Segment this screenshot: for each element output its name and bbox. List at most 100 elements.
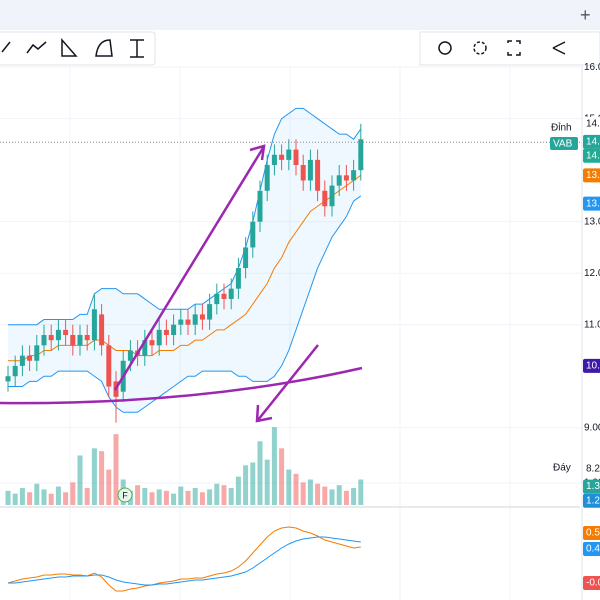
- candle-body: [315, 159, 321, 191]
- y-tick-label: 9.00: [584, 422, 600, 433]
- candle-body: [48, 335, 54, 341]
- candle-body: [19, 355, 25, 366]
- volume-bar: [34, 483, 40, 505]
- volume-bar: [199, 492, 205, 505]
- candle-body: [149, 340, 155, 346]
- volume-bar: [322, 486, 328, 505]
- volume-bar: [5, 490, 11, 505]
- volume-bar: [70, 482, 76, 505]
- path-tool[interactable]: [26, 41, 47, 54]
- candle-body: [343, 175, 349, 181]
- triangle-tool[interactable]: [61, 38, 78, 57]
- candle-body: [257, 190, 263, 222]
- volume-bar: [106, 469, 112, 505]
- candle-body: [127, 350, 133, 361]
- candle-body: [142, 340, 148, 356]
- band-fill: [8, 108, 361, 413]
- y-tick-label: 13.00: [584, 216, 600, 227]
- fullscreen-button[interactable]: [507, 40, 521, 56]
- volume-bar: [135, 485, 141, 505]
- price-badge: [583, 168, 600, 183]
- volume-bar: [77, 455, 83, 505]
- volume-bar: [48, 493, 54, 505]
- price-badge: [583, 116, 600, 131]
- price-badge: [583, 134, 600, 149]
- candle-body: [235, 268, 241, 289]
- candle-body: [243, 247, 249, 269]
- volume-bar: [279, 448, 285, 505]
- candle-body: [228, 288, 234, 299]
- candle-body: [279, 154, 285, 160]
- volume-bar: [257, 441, 263, 505]
- volume-bar: [286, 469, 292, 505]
- volume-bar: [84, 488, 90, 505]
- candle-body: [329, 185, 335, 207]
- volume-bar: [113, 434, 119, 505]
- replay-button[interactable]: [438, 41, 452, 55]
- price-badge: [583, 479, 600, 494]
- volume-bar: [91, 448, 97, 505]
- candle-body: [214, 293, 220, 305]
- volume-bar: [178, 486, 184, 505]
- volume-bar: [63, 492, 69, 505]
- candle-body: [250, 221, 256, 248]
- candle-body: [106, 345, 112, 387]
- candle-body: [5, 376, 11, 382]
- candle-body: [293, 149, 299, 166]
- candle-body: [70, 335, 76, 346]
- volume-bar: [41, 489, 47, 505]
- price-badge: [583, 576, 600, 590]
- y-tick-label: 11.00: [584, 319, 600, 330]
- volume-bar: [163, 490, 169, 505]
- price-badge: [583, 358, 600, 373]
- event-marker-label: F: [122, 490, 128, 500]
- candle-body: [99, 314, 105, 346]
- candle-body: [358, 139, 364, 171]
- price-badge: [583, 461, 600, 476]
- price-badge-label: 14.90: [586, 118, 600, 129]
- settings-button[interactable]: [473, 41, 487, 55]
- candle-body: [27, 355, 33, 361]
- text-tool[interactable]: [130, 39, 144, 58]
- price-badge: [583, 526, 600, 540]
- candle-body: [221, 293, 227, 299]
- volume-bar: [329, 489, 335, 505]
- volume-bar: [264, 459, 270, 505]
- candle-body: [307, 159, 313, 181]
- candle-body: [351, 170, 357, 181]
- volume-bar: [235, 476, 241, 505]
- candle-body: [192, 314, 198, 325]
- y-tick-label: 16.00: [584, 62, 600, 73]
- curve-tool[interactable]: [95, 39, 113, 57]
- candle-body: [185, 319, 191, 325]
- volume-bar: [192, 488, 198, 505]
- volume-bar: [27, 492, 33, 505]
- candle-body: [55, 329, 61, 341]
- macd-line: [7, 526, 361, 592]
- price-badge-label: 0.50: [586, 528, 600, 539]
- top-label: Đỉnh: [551, 122, 572, 134]
- candle-body: [63, 329, 69, 336]
- candle-body: [163, 329, 169, 336]
- volume-bar: [185, 490, 191, 505]
- price-badge-label: 1.20: [586, 495, 600, 506]
- share-button[interactable]: [552, 41, 566, 55]
- volume-bar: [228, 488, 234, 505]
- candle-body: [199, 314, 205, 320]
- symbol-label: VAB: [553, 139, 573, 150]
- volume-bar: [99, 451, 105, 505]
- candle-body: [12, 365, 18, 377]
- add-button[interactable]: +: [580, 5, 591, 25]
- price-badge-label: 1.30: [586, 481, 600, 492]
- y-tick-label: 12.00: [584, 268, 600, 279]
- price-badge: [583, 148, 600, 163]
- volume-bar: [207, 489, 213, 505]
- moving-average: [8, 174, 362, 362]
- price-badge-label: 14.60: [586, 150, 600, 161]
- top-bar: [0, 0, 600, 30]
- symbol-badge: [550, 137, 578, 150]
- candle-body: [171, 324, 177, 336]
- candle-body: [156, 329, 162, 346]
- volume-bar: [250, 462, 256, 505]
